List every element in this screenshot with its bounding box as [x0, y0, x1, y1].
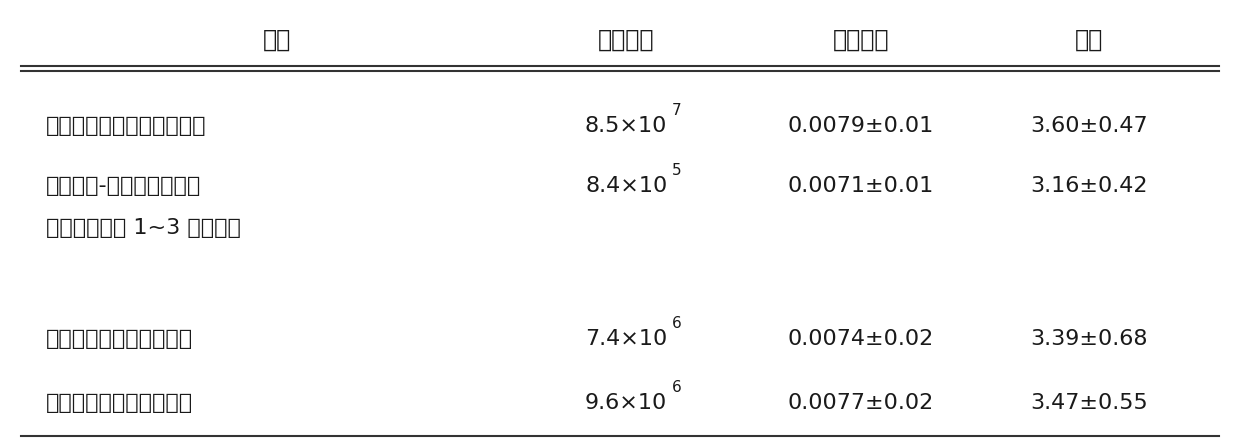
Text: 6: 6	[672, 380, 682, 395]
Text: 3.47±0.55: 3.47±0.55	[1030, 392, 1148, 413]
Text: 9.6×10: 9.6×10	[585, 392, 667, 413]
Text: 对照组（未经处理的腊肉）: 对照组（未经处理的腊肉）	[46, 116, 207, 136]
Text: 腊肉（实施例 1~3 平均值）: 腊肉（实施例 1~3 平均值）	[46, 218, 241, 238]
Text: 紫外照射单独处理的腊肉: 紫外照射单独处理的腊肉	[46, 392, 193, 413]
Text: 8.4×10: 8.4×10	[585, 176, 667, 196]
Text: 项目: 项目	[263, 28, 291, 52]
Text: 3.60±0.47: 3.60±0.47	[1030, 116, 1148, 136]
Text: 0.0074±0.02: 0.0074±0.02	[787, 329, 934, 349]
Text: 脉冲强光单独处理的腊肉: 脉冲强光单独处理的腊肉	[46, 329, 193, 349]
Text: 酸价: 酸价	[1075, 28, 1104, 52]
Text: 过氧化值: 过氧化值	[832, 28, 889, 52]
Text: 7: 7	[672, 103, 682, 118]
Text: 0.0071±0.01: 0.0071±0.01	[787, 176, 934, 196]
Text: 8.5×10: 8.5×10	[585, 116, 667, 136]
Text: 6: 6	[672, 316, 682, 331]
Text: 0.0079±0.01: 0.0079±0.01	[787, 116, 934, 136]
Text: 脉冲强光-紫外协同处理的: 脉冲强光-紫外协同处理的	[46, 176, 201, 196]
Text: 0.0077±0.02: 0.0077±0.02	[787, 392, 934, 413]
Text: 5: 5	[672, 163, 682, 178]
Text: 菌落总数: 菌落总数	[598, 28, 655, 52]
Text: 7.4×10: 7.4×10	[585, 329, 667, 349]
Text: 3.16±0.42: 3.16±0.42	[1030, 176, 1148, 196]
Text: 3.39±0.68: 3.39±0.68	[1030, 329, 1148, 349]
